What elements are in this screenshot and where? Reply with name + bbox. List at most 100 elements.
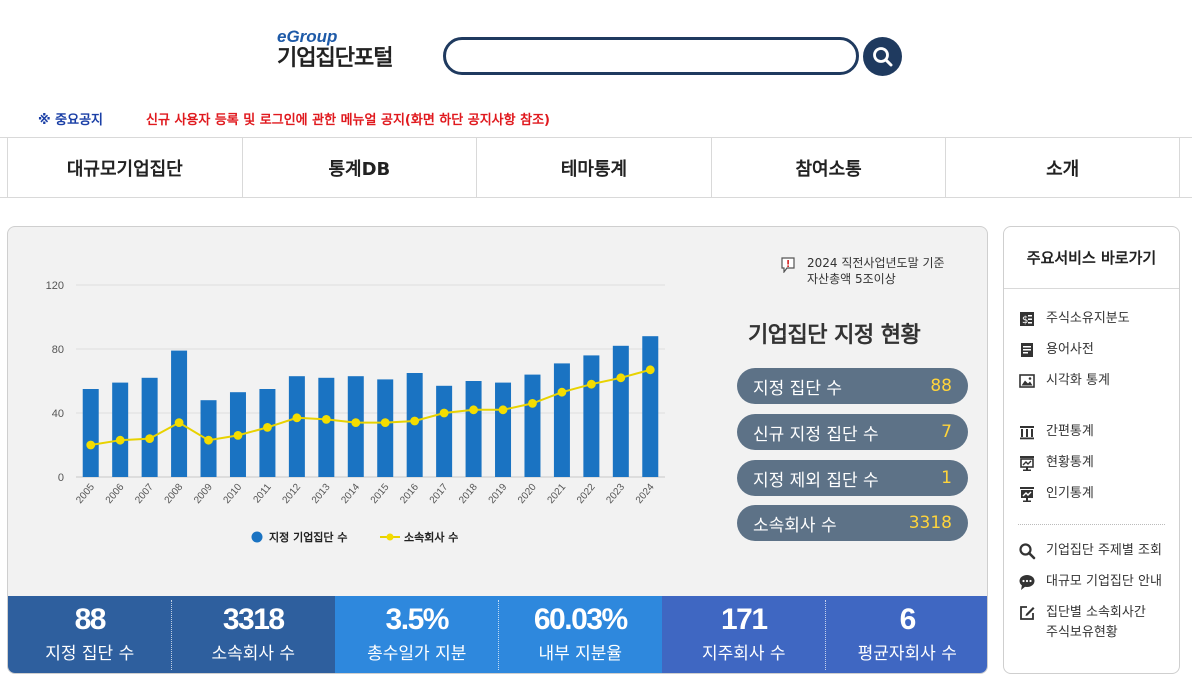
svg-text:$: $ (1022, 315, 1028, 326)
chart-bar (612, 345, 629, 477)
notice-label: ※ 중요공지 (38, 113, 104, 128)
chart-point (469, 405, 478, 415)
nav-item-stats-db[interactable]: 통계DB (241, 138, 477, 197)
chart-y-tick-label: 120 (46, 280, 64, 292)
side-item-label: 현황통계 (1046, 455, 1094, 470)
status-pill-value: 7 (941, 422, 952, 442)
chart-x-tick-label: 2009 (192, 482, 215, 506)
chart-bar (642, 336, 659, 477)
chart-point (616, 373, 626, 383)
side-separator (1018, 524, 1165, 525)
search-input[interactable] (446, 40, 856, 72)
chart-x-tick-label: 2018 (457, 482, 480, 506)
chart-y-tick-label: 80 (52, 344, 64, 356)
side-item-label: 집단별 소속회사간 (1046, 605, 1146, 620)
main-panel: 0 40 80 120 2005 2006 2007 2008 2009 2010 2011 2012… (7, 226, 988, 674)
stat-owner-family-share[interactable]: 3.5% 총수일가 지분 (335, 596, 499, 673)
stat-number: 171 (720, 603, 768, 636)
chart-point (145, 434, 155, 444)
stat-affiliates[interactable]: 3318 소속회사 수 (171, 596, 335, 673)
side-item-popular-stats[interactable]: 인기통계 (1018, 484, 1094, 504)
chart-bar (288, 376, 305, 477)
stat-number: 3318 (222, 603, 285, 636)
status-pill-designated[interactable]: 지정 집단 수 88 (737, 368, 968, 404)
side-item-shareholding[interactable]: 집단별 소속회사간 주식보유현황 (1018, 603, 1146, 643)
nav-item-participation[interactable]: 참여소통 (710, 138, 946, 197)
chart-x-tick-label: 2016 (398, 482, 421, 506)
chart-point (263, 422, 272, 432)
chart-bar (524, 374, 541, 477)
stat-label: 지정 집단 수 (45, 644, 135, 664)
chart-point (292, 413, 302, 423)
notice-link[interactable]: 신규 사용자 등록 및 로그인에 관한 메뉴얼 공지(화면 하단 공지사항 참조… (146, 113, 550, 128)
side-item-dictionary[interactable]: 용어사전 (1018, 340, 1094, 360)
chart-x-tick-label: 2023 (604, 482, 627, 506)
chart-point (528, 398, 537, 408)
logo-title: 기업집단포털 (277, 46, 393, 71)
chart-legend-swatch-bar (251, 531, 263, 543)
side-item-label: 기업집단 주제별 조회 (1046, 543, 1162, 558)
chart-bar (318, 377, 335, 477)
logo[interactable]: eGroup 기업집단포털 (277, 28, 417, 76)
nav-item-about[interactable]: 소개 (945, 138, 1180, 197)
side-item-group-guide[interactable]: 대규모 기업집단 안내 (1018, 572, 1162, 592)
main-nav: 대규모기업집단 통계DB 테마통계 참여소통 소개 (0, 137, 1192, 198)
search-button[interactable] (863, 37, 902, 76)
stat-label: 내부 지분율 (538, 644, 623, 664)
chart-series-line (90, 368, 651, 446)
chart-bar (259, 389, 276, 477)
popular-stats-icon (1020, 487, 1034, 502)
edit-icon (1020, 606, 1035, 620)
side-item-visual-stats[interactable]: 시각화 통계 (1018, 371, 1110, 391)
stat-avg-subsidiaries[interactable]: 6 평균자회사 수 (825, 596, 987, 673)
status-pill-label: 지정 집단 수 (753, 378, 843, 399)
stat-label: 총수일가 지분 (367, 644, 467, 664)
stat-holding-companies[interactable]: 171 지주회사 수 (662, 596, 826, 673)
status-pill-excluded[interactable]: 지정 제외 집단 수 1 (737, 460, 968, 496)
chart-bar (82, 389, 99, 477)
side-item-label-group: 집단별 소속회사간 주식보유현황 (1046, 603, 1146, 643)
notice-bar: ※ 중요공지 신규 사용자 등록 및 로그인에 관한 메뉴얼 공지(화면 하단 … (38, 111, 550, 131)
chart-x-tick-label: 2012 (280, 482, 303, 506)
chart-x-tick-label: 2014 (339, 482, 362, 506)
chart-point (86, 440, 96, 450)
quick-services-panel: 주요서비스 바로가기 $ 주식소유지분도 용어사전 시각화 통계 간편통계 현황… (1003, 226, 1180, 674)
chart-x-tick-label: 2021 (545, 482, 568, 506)
chart-point (380, 418, 390, 428)
side-item-label: 인기통계 (1046, 486, 1094, 501)
chart-point (351, 418, 361, 428)
nav-item-large-groups[interactable]: 대규모기업집단 (7, 138, 242, 197)
chart-x-tick-label: 2015 (369, 482, 392, 506)
nav-item-theme-stats[interactable]: 테마통계 (476, 138, 711, 197)
ownership-chart-icon: $ (1020, 312, 1034, 326)
stat-number: 60.03% (533, 603, 628, 636)
chart-point (439, 408, 449, 418)
summary-stats: 88 지정 집단 수 3318 소속회사 수 3.5% 총수일가 지분 60.0… (8, 596, 987, 673)
chart-legend-label: 지정 기업집단 수 (269, 530, 348, 544)
status-pill-value: 88 (930, 376, 952, 396)
chart-point (204, 435, 213, 445)
stat-designated-groups[interactable]: 88 지정 집단 수 (8, 596, 172, 673)
stat-label: 소속회사 수 (211, 644, 296, 664)
side-item-label: 시각화 통계 (1046, 373, 1110, 388)
status-pill-new[interactable]: 신규 지정 집단 수 7 (737, 414, 968, 450)
side-item-topic-search[interactable]: 기업집단 주제별 조회 (1018, 541, 1162, 561)
chart-bar (553, 363, 570, 477)
side-item-ownership-chart[interactable]: $ 주식소유지분도 (1018, 309, 1130, 329)
chart-x-tick-label: 2005 (74, 482, 97, 506)
chart-x-tick-label: 2008 (163, 482, 186, 506)
chart-point (557, 387, 567, 397)
side-item-status-stats[interactable]: 현황통계 (1018, 453, 1094, 473)
basis-line-2: 자산총액 5조이상 (807, 272, 896, 286)
status-pill-affiliates[interactable]: 소속회사 수 3318 (737, 505, 968, 541)
status-stats-icon (1020, 456, 1034, 471)
side-item-simple-stats[interactable]: 간편통계 (1018, 422, 1094, 442)
stat-number: 88 (74, 603, 107, 636)
stat-internal-share[interactable]: 60.03% 내부 지분율 (498, 596, 662, 673)
chart-point (645, 365, 655, 375)
chart-x-tick-label: 2007 (133, 482, 156, 506)
chart-bar (465, 381, 482, 477)
status-pill-value: 1 (941, 468, 952, 488)
chat-bubble-icon (1019, 575, 1035, 590)
status-pill-label: 신규 지정 집단 수 (753, 424, 879, 445)
